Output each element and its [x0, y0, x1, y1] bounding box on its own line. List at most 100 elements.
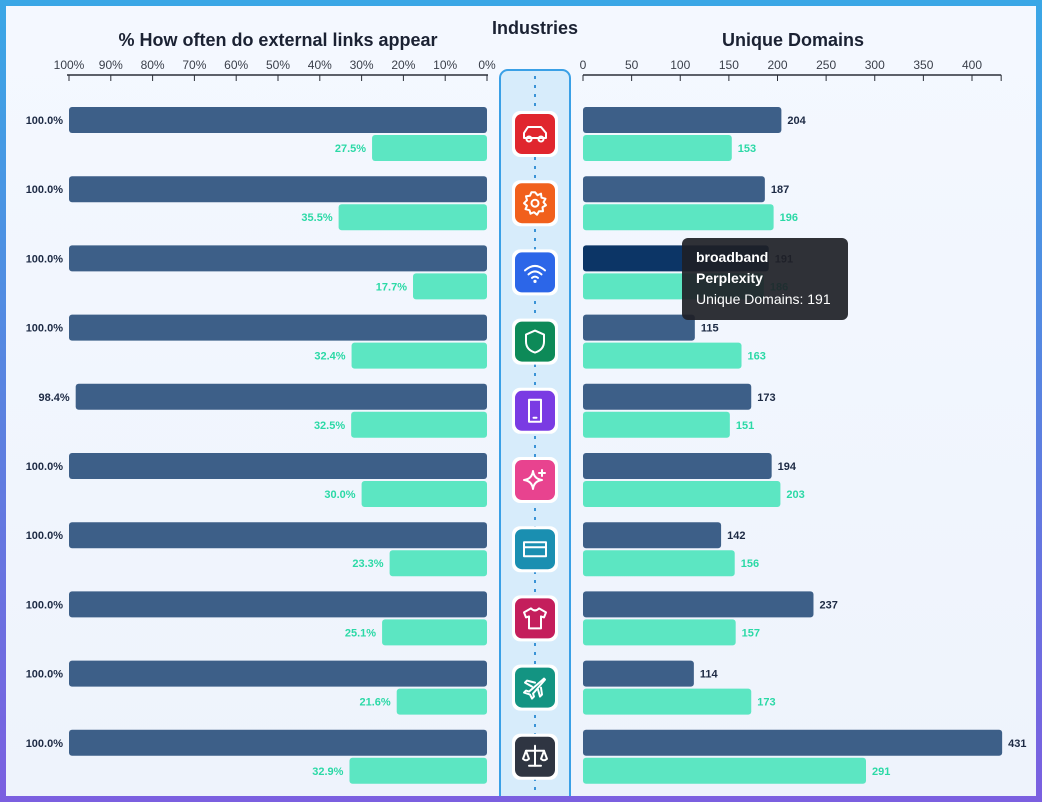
left-bar-green	[372, 135, 487, 161]
left-bar-dark-label: 100.0%	[26, 323, 64, 335]
left-bar-dark	[69, 453, 487, 479]
left-bar-dark	[69, 107, 487, 133]
glyph	[533, 279, 537, 283]
left-axis-tick-label: 80%	[141, 58, 165, 72]
icon-tile	[515, 183, 555, 224]
left-axis-tick-label: 30%	[350, 58, 374, 72]
right-bar-dark	[583, 314, 695, 341]
left-bar-dark-label: 100.0%	[26, 669, 64, 681]
right-bar-green-label: 203	[786, 489, 804, 501]
left-bar-dark-label: 100.0%	[26, 184, 64, 196]
chart-panel: % How often do external links appear Indu…	[6, 6, 1036, 796]
left-bar-green-label: 21.6%	[360, 697, 391, 709]
right-bar-green	[583, 688, 752, 715]
left-bar-dark-label: 100.0%	[26, 599, 64, 611]
left-bar-dark-label: 100.0%	[26, 253, 64, 265]
right-bar-dark	[583, 729, 1003, 756]
left-bar-green	[351, 342, 487, 369]
left-bar-dark	[69, 176, 487, 203]
left-bar-green	[361, 481, 487, 507]
right-bar-dark	[583, 522, 722, 549]
right-bar-dark-label: 187	[771, 184, 789, 196]
icon-tile	[515, 529, 555, 570]
icon-tile	[515, 114, 555, 154]
left-bar-dark	[69, 591, 487, 618]
right-bar-dark-label: 115	[701, 323, 719, 335]
glyph	[523, 541, 547, 558]
left-bar-green	[413, 273, 487, 300]
glyph	[537, 686, 543, 698]
glyph	[530, 198, 540, 208]
glyph	[540, 749, 548, 762]
glyph	[523, 470, 543, 490]
left-panel-title: % How often do external links appear	[118, 30, 437, 50]
left-bar-green-label: 17.7%	[376, 281, 407, 293]
right-bar-dark	[583, 453, 772, 479]
right-bar-dark-label: 204	[787, 115, 806, 127]
glyph	[527, 270, 543, 276]
left-bar-dark	[69, 522, 487, 549]
right-bar-green	[583, 757, 866, 784]
right-bar-green-label: 163	[748, 351, 766, 363]
left-bar-dark-label: 100.0%	[26, 115, 64, 127]
right-bar-green	[583, 204, 774, 231]
left-bar-green	[389, 550, 487, 577]
sparkle-icon	[512, 457, 558, 503]
icon-tile	[515, 390, 555, 431]
phone-icon	[512, 387, 558, 434]
right-bar-green-label: 196	[780, 212, 798, 224]
gear-icon	[512, 180, 558, 227]
glyph	[523, 607, 547, 630]
right-bar-green-label: 173	[757, 697, 775, 709]
right-axis-tick-label: 100	[670, 58, 690, 72]
credit-card-icon	[512, 526, 558, 573]
left-bar-green-label: 32.9%	[312, 766, 343, 778]
left-bar-green	[349, 757, 487, 784]
glyph	[523, 126, 547, 139]
icon-tile	[515, 321, 555, 362]
bar-chart: % How often do external links appear Indu…	[26, 18, 1027, 796]
center-title: Industries	[492, 18, 578, 38]
right-bar-green	[583, 481, 781, 507]
icon-tile	[515, 598, 555, 639]
right-axis-tick-label: 250	[816, 58, 836, 72]
glyph	[522, 749, 530, 762]
right-bar-green-label: 151	[736, 420, 754, 432]
left-bar-green	[382, 619, 487, 646]
right-bar-green	[583, 411, 730, 438]
right-bar-green	[583, 342, 742, 369]
right-axis-tick-label: 0	[580, 58, 587, 72]
right-bar-green	[583, 550, 735, 577]
right-bar-green-label: 291	[872, 766, 890, 778]
glyph	[525, 329, 545, 354]
left-bar-green-label: 25.1%	[345, 627, 376, 639]
left-bar-dark	[69, 660, 487, 687]
right-bar-dark-label: 237	[819, 599, 837, 611]
glyph	[528, 398, 542, 423]
right-bar-green	[583, 619, 736, 646]
left-axis-tick-label: 90%	[99, 58, 123, 72]
glyph	[523, 677, 546, 700]
left-bar-dark-label: 98.4%	[38, 392, 69, 404]
right-bar-dark	[583, 107, 782, 133]
right-bar-green-label: 153	[738, 143, 756, 155]
right-axis-tick-label: 50	[625, 58, 639, 72]
right-axis-tick-label: 350	[913, 58, 933, 72]
right-axis-tick-label: 300	[865, 58, 885, 72]
left-axis-tick-label: 20%	[391, 58, 415, 72]
shield-icon	[512, 318, 558, 365]
glyph	[537, 135, 545, 143]
left-bar-dark-label: 100.0%	[26, 461, 64, 473]
right-bar-dark-label: 173	[757, 392, 775, 404]
left-axis-tick-label: 0%	[478, 58, 496, 72]
left-bar-green-label: 35.5%	[301, 212, 332, 224]
left-bar-green	[396, 688, 487, 715]
right-bar-dark	[583, 660, 694, 687]
left-bar-green-label: 27.5%	[335, 143, 366, 155]
left-bar-dark	[69, 314, 487, 341]
scales-icon	[512, 733, 558, 780]
left-bar-green-label: 32.5%	[314, 420, 345, 432]
glyph	[523, 191, 547, 216]
tooltip: broadband Perplexity Unique Domains: 191	[682, 238, 848, 320]
